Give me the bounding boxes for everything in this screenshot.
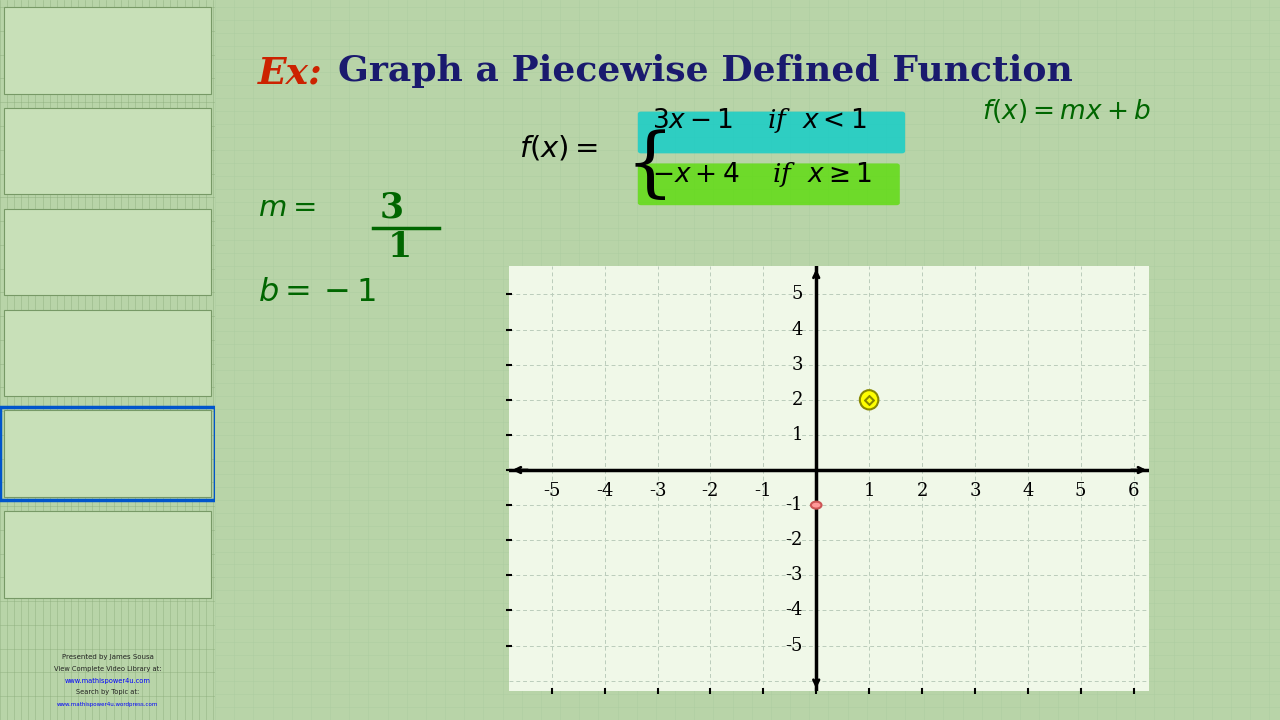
- Text: $m =$: $m =$: [257, 194, 315, 222]
- FancyBboxPatch shape: [637, 112, 905, 153]
- Text: -2: -2: [786, 531, 803, 549]
- Text: Presented by James Sousa: Presented by James Sousa: [61, 654, 154, 660]
- Text: 2: 2: [916, 482, 928, 500]
- Text: Ex:: Ex:: [257, 54, 323, 91]
- Text: {: {: [625, 129, 673, 202]
- Text: -5: -5: [543, 482, 561, 500]
- Text: 6: 6: [1128, 482, 1139, 500]
- FancyBboxPatch shape: [4, 108, 211, 194]
- Text: -4: -4: [786, 601, 803, 619]
- Text: -2: -2: [701, 482, 719, 500]
- Text: 3: 3: [380, 191, 404, 225]
- Text: 1: 1: [791, 426, 803, 444]
- Text: 4: 4: [1023, 482, 1033, 500]
- Text: -4: -4: [596, 482, 613, 500]
- Text: 3: 3: [791, 356, 803, 374]
- FancyBboxPatch shape: [4, 7, 211, 94]
- Text: $-x + 4$    if  $x \geq 1$: $-x + 4$ if $x \geq 1$: [652, 160, 872, 189]
- Text: 3: 3: [969, 482, 980, 500]
- Text: -1: -1: [786, 496, 803, 514]
- Text: -3: -3: [786, 567, 803, 585]
- Ellipse shape: [860, 390, 878, 410]
- Text: 5: 5: [1075, 482, 1087, 500]
- Text: 1: 1: [388, 230, 412, 264]
- Text: -3: -3: [649, 482, 667, 500]
- Text: $f(x) = mx + b$: $f(x) = mx + b$: [982, 97, 1151, 125]
- Text: Search by Topic at:: Search by Topic at:: [76, 689, 140, 695]
- FancyBboxPatch shape: [4, 410, 211, 497]
- Text: -1: -1: [755, 482, 772, 500]
- FancyBboxPatch shape: [4, 310, 211, 396]
- Text: Graph a Piecewise Defined Function: Graph a Piecewise Defined Function: [338, 54, 1073, 88]
- Text: $3x - 1$    if  $x < 1$: $3x - 1$ if $x < 1$: [652, 107, 867, 135]
- Text: $f(x) =$: $f(x) =$: [518, 133, 598, 162]
- Text: 2: 2: [791, 391, 803, 409]
- Text: 4: 4: [791, 320, 803, 338]
- Text: View Complete Video Library at:: View Complete Video Library at:: [54, 666, 161, 672]
- FancyBboxPatch shape: [4, 511, 211, 598]
- FancyBboxPatch shape: [4, 209, 211, 295]
- Circle shape: [812, 502, 822, 508]
- Text: 5: 5: [791, 286, 803, 304]
- Text: $b = -1$: $b = -1$: [257, 277, 376, 308]
- Text: www.mathispower4u.com: www.mathispower4u.com: [64, 678, 151, 683]
- Text: 1: 1: [863, 482, 874, 500]
- FancyBboxPatch shape: [637, 163, 900, 205]
- Text: -5: -5: [786, 636, 803, 654]
- Text: www.mathispower4u.wordpress.com: www.mathispower4u.wordpress.com: [56, 701, 159, 706]
